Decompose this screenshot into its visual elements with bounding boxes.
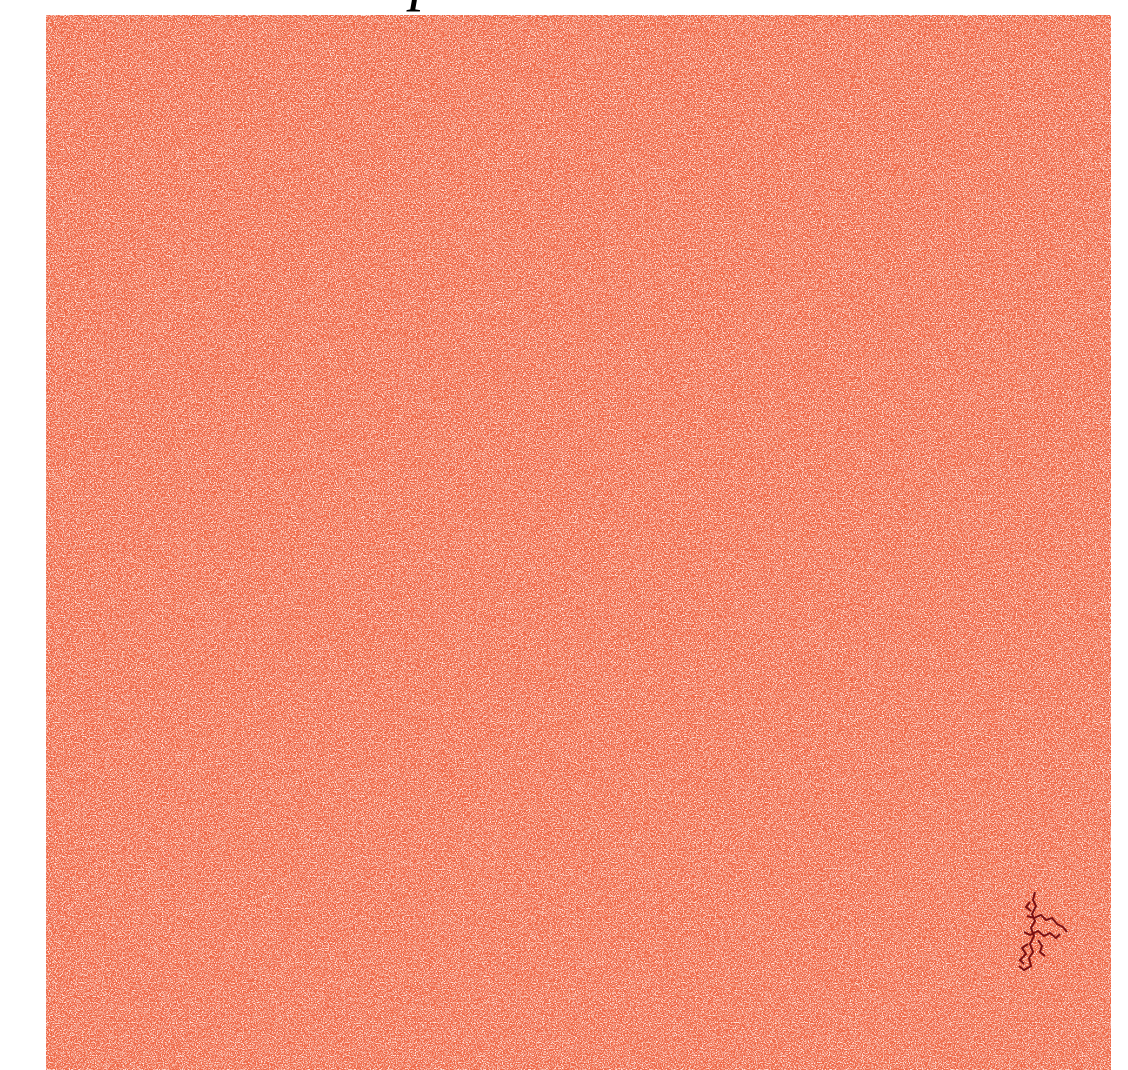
title: p bbox=[406, 0, 441, 12]
page: p (() => { const data = JSON.parse(docum… bbox=[0, 0, 1128, 1070]
percolation-figure: p bbox=[0, 0, 1128, 1070]
lattice-sites bbox=[46, 15, 1111, 1070]
